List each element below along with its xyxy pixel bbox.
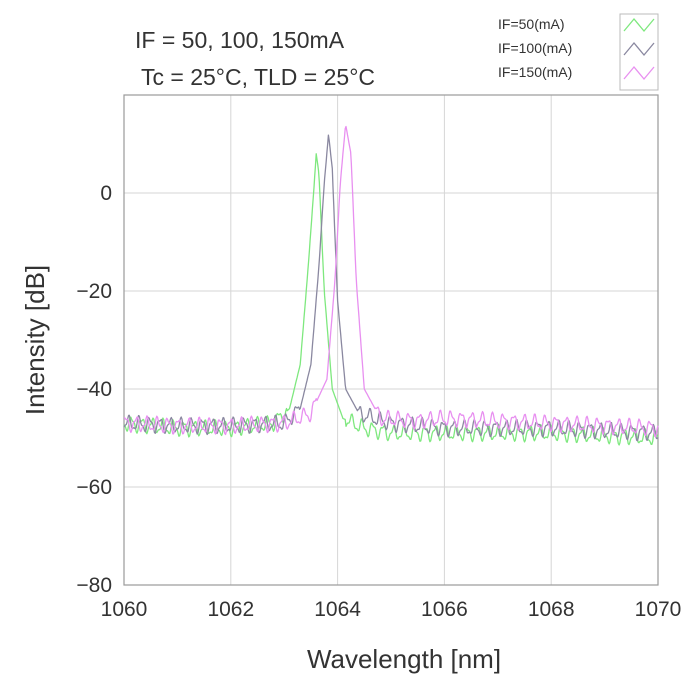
legend-swatch xyxy=(623,41,655,57)
y-tick-label: −80 xyxy=(76,574,112,597)
x-tick-label: 1064 xyxy=(314,598,361,621)
series-line xyxy=(123,153,659,446)
y-tick-label: −20 xyxy=(76,280,112,303)
legend-label: IF=50(mA) xyxy=(498,16,565,32)
legend-label: IF=100(mA) xyxy=(498,40,572,56)
x-tick-label: 1060 xyxy=(101,598,148,621)
y-tick-label: 0 xyxy=(100,182,112,205)
series-layer xyxy=(123,125,659,446)
x-axis-label: Wavelength [nm] xyxy=(307,644,501,674)
plot-frame xyxy=(123,94,659,586)
grid xyxy=(124,95,658,585)
legend-swatch xyxy=(623,17,655,33)
legend: IF=50(mA) IF=100(mA) IF=150(mA) xyxy=(498,13,659,91)
x-tick-label: 1062 xyxy=(207,598,254,621)
x-tick-labels: 1060 1062 1064 1066 1068 1070 xyxy=(101,598,682,621)
title-line-1: IF = 50, 100, 150mA xyxy=(135,27,345,53)
y-tick-label: −60 xyxy=(76,476,112,499)
y-tick-labels: 0 −20 −40 −60 −80 xyxy=(76,182,112,597)
y-axis-label: Intensity [dB] xyxy=(20,265,50,415)
x-tick-label: 1070 xyxy=(635,598,682,621)
series-line xyxy=(123,134,659,442)
legend-swatch xyxy=(623,65,655,81)
y-tick-label: −40 xyxy=(76,378,112,401)
x-tick-label: 1068 xyxy=(528,598,575,621)
legend-label: IF=150(mA) xyxy=(498,64,572,80)
x-tick-label: 1066 xyxy=(421,598,468,621)
series-line xyxy=(123,125,659,438)
title-line-2: Tc = 25°C, TLD = 25°C xyxy=(141,64,375,90)
